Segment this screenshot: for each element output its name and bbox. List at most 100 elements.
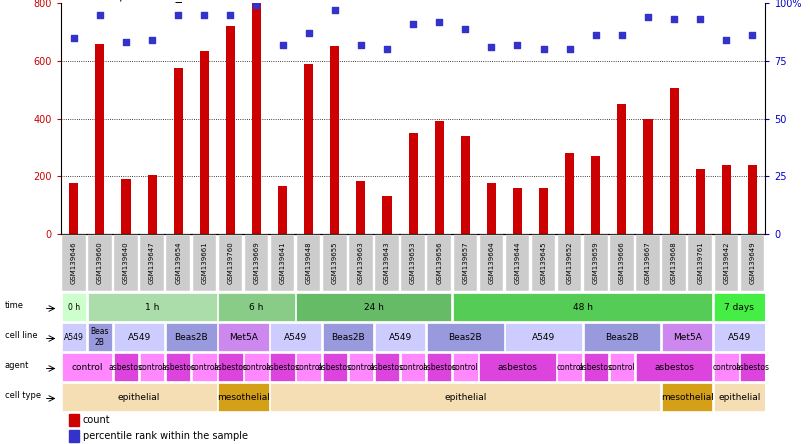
- Point: [120, 39, 133, 46]
- Text: control: control: [243, 362, 270, 372]
- Bar: [643, 119, 653, 234]
- Bar: [218, 353, 243, 381]
- Bar: [87, 293, 216, 321]
- Bar: [173, 68, 183, 234]
- Bar: [62, 353, 112, 381]
- Text: Beas2B: Beas2B: [174, 333, 208, 341]
- Text: GSM139649: GSM139649: [749, 242, 756, 284]
- Bar: [748, 165, 757, 234]
- Text: GDS2604 / 225342_at: GDS2604 / 225342_at: [58, 0, 194, 2]
- Point: [667, 16, 680, 23]
- Bar: [539, 188, 548, 234]
- Text: 1 h: 1 h: [145, 302, 160, 312]
- Text: mesothelial: mesothelial: [661, 392, 714, 401]
- FancyBboxPatch shape: [610, 234, 633, 291]
- Text: A549: A549: [727, 333, 751, 341]
- Bar: [348, 353, 373, 381]
- Text: GSM139644: GSM139644: [514, 242, 521, 284]
- Bar: [271, 323, 321, 351]
- Point: [693, 16, 706, 23]
- Bar: [69, 183, 79, 234]
- Point: [381, 46, 394, 53]
- Point: [67, 34, 80, 41]
- Bar: [296, 293, 451, 321]
- Text: GSM139657: GSM139657: [463, 242, 468, 284]
- Text: GSM139659: GSM139659: [593, 242, 599, 284]
- Bar: [461, 136, 470, 234]
- FancyBboxPatch shape: [532, 234, 556, 291]
- FancyBboxPatch shape: [140, 234, 164, 291]
- Bar: [278, 186, 288, 234]
- Text: asbestos: asbestos: [318, 362, 352, 372]
- Text: GSM139652: GSM139652: [567, 242, 573, 284]
- Bar: [453, 293, 713, 321]
- Text: epithelial: epithelial: [444, 392, 487, 401]
- Bar: [427, 323, 504, 351]
- Text: asbestos: asbestos: [735, 362, 770, 372]
- FancyBboxPatch shape: [193, 234, 216, 291]
- Bar: [583, 353, 608, 381]
- Bar: [427, 353, 451, 381]
- Text: asbestos: asbestos: [579, 362, 613, 372]
- Text: control: control: [347, 362, 374, 372]
- Text: GSM139642: GSM139642: [723, 242, 729, 284]
- Bar: [662, 383, 713, 411]
- Text: GSM139640: GSM139640: [123, 242, 129, 284]
- Point: [198, 11, 211, 18]
- Bar: [670, 88, 679, 234]
- Bar: [322, 353, 347, 381]
- Point: [511, 41, 524, 48]
- Text: GSM139653: GSM139653: [410, 242, 416, 284]
- Text: GSM139645: GSM139645: [540, 242, 547, 284]
- Text: 6 h: 6 h: [249, 302, 264, 312]
- FancyBboxPatch shape: [688, 234, 712, 291]
- Bar: [408, 133, 418, 234]
- Bar: [557, 353, 582, 381]
- Bar: [69, 430, 79, 442]
- Text: A549: A549: [532, 333, 555, 341]
- Bar: [453, 353, 478, 381]
- Bar: [740, 353, 765, 381]
- Bar: [62, 323, 86, 351]
- Bar: [401, 353, 425, 381]
- Point: [172, 11, 185, 18]
- Text: GSM139669: GSM139669: [254, 242, 259, 284]
- Bar: [200, 51, 209, 234]
- Point: [485, 44, 498, 51]
- Bar: [714, 383, 765, 411]
- Bar: [296, 353, 321, 381]
- Text: time: time: [5, 301, 23, 310]
- FancyBboxPatch shape: [114, 234, 138, 291]
- FancyBboxPatch shape: [480, 234, 503, 291]
- Text: agent: agent: [5, 361, 29, 370]
- Text: GSM139654: GSM139654: [175, 242, 181, 284]
- Point: [590, 32, 603, 39]
- FancyBboxPatch shape: [297, 234, 321, 291]
- FancyBboxPatch shape: [558, 234, 582, 291]
- Text: asbestos: asbestos: [654, 362, 694, 372]
- Bar: [113, 353, 139, 381]
- FancyBboxPatch shape: [454, 234, 477, 291]
- Point: [433, 18, 446, 25]
- Text: A549: A549: [127, 333, 151, 341]
- Text: control: control: [556, 362, 583, 372]
- Point: [250, 2, 263, 9]
- FancyBboxPatch shape: [62, 234, 86, 291]
- Text: asbestos: asbestos: [497, 362, 538, 372]
- Bar: [591, 156, 600, 234]
- Text: GSM139661: GSM139661: [202, 242, 207, 284]
- FancyBboxPatch shape: [88, 234, 112, 291]
- Text: asbestos: asbestos: [422, 362, 456, 372]
- Bar: [69, 414, 79, 426]
- Bar: [617, 104, 626, 234]
- Text: asbestos: asbestos: [370, 362, 404, 372]
- Text: GSM139663: GSM139663: [358, 242, 364, 284]
- Text: 7 days: 7 days: [724, 302, 754, 312]
- Bar: [271, 353, 295, 381]
- Text: GSM139660: GSM139660: [97, 242, 103, 284]
- Text: control: control: [608, 362, 635, 372]
- Text: GSM139647: GSM139647: [149, 242, 155, 284]
- Bar: [226, 26, 235, 234]
- Bar: [245, 353, 269, 381]
- Bar: [166, 353, 190, 381]
